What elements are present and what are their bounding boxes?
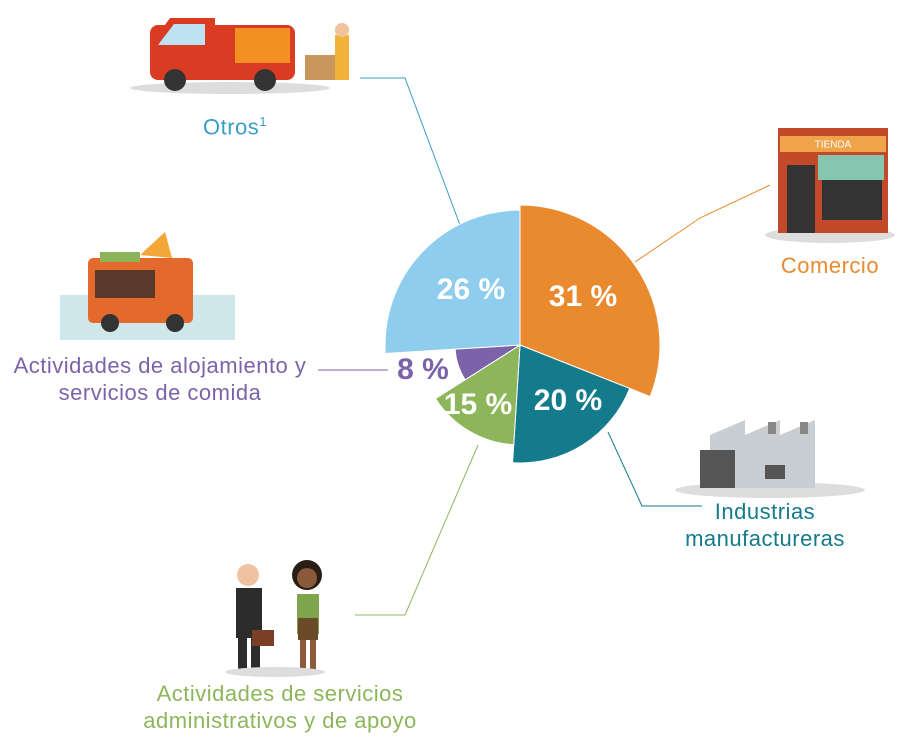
category-label: Actividades de servicios administrativos… xyxy=(110,680,450,734)
category-text: Comercio xyxy=(780,253,880,278)
category-text: Otros xyxy=(202,114,260,140)
svg-text:TIENDA: TIENDA xyxy=(815,140,852,151)
category-label: Actividades de alojamiento y servicios d… xyxy=(0,352,320,406)
category-text: Actividades de servicios administrativos… xyxy=(143,681,417,733)
category-text: Actividades de alojamiento y servicios d… xyxy=(13,353,307,405)
pie-slice xyxy=(384,209,521,355)
value-label: 15 % xyxy=(444,388,512,421)
category-label: Otros1 xyxy=(160,108,310,140)
pie-slice xyxy=(519,204,661,398)
pie-slice xyxy=(512,344,631,464)
value-label: 26 % xyxy=(437,273,505,306)
value-label: 31 % xyxy=(549,280,617,313)
value-label: 20 % xyxy=(534,384,602,417)
category-label: Industrias manufactureras xyxy=(660,498,870,552)
pie-slice xyxy=(434,344,521,446)
category-label: Comercio xyxy=(760,252,900,279)
leader-lines xyxy=(318,77,771,616)
footnote-marker: 1 xyxy=(259,114,268,129)
value-label: 8 % xyxy=(397,353,449,386)
category-text: Industrias manufactureras xyxy=(685,499,845,551)
icons: TIENDA xyxy=(60,18,895,677)
